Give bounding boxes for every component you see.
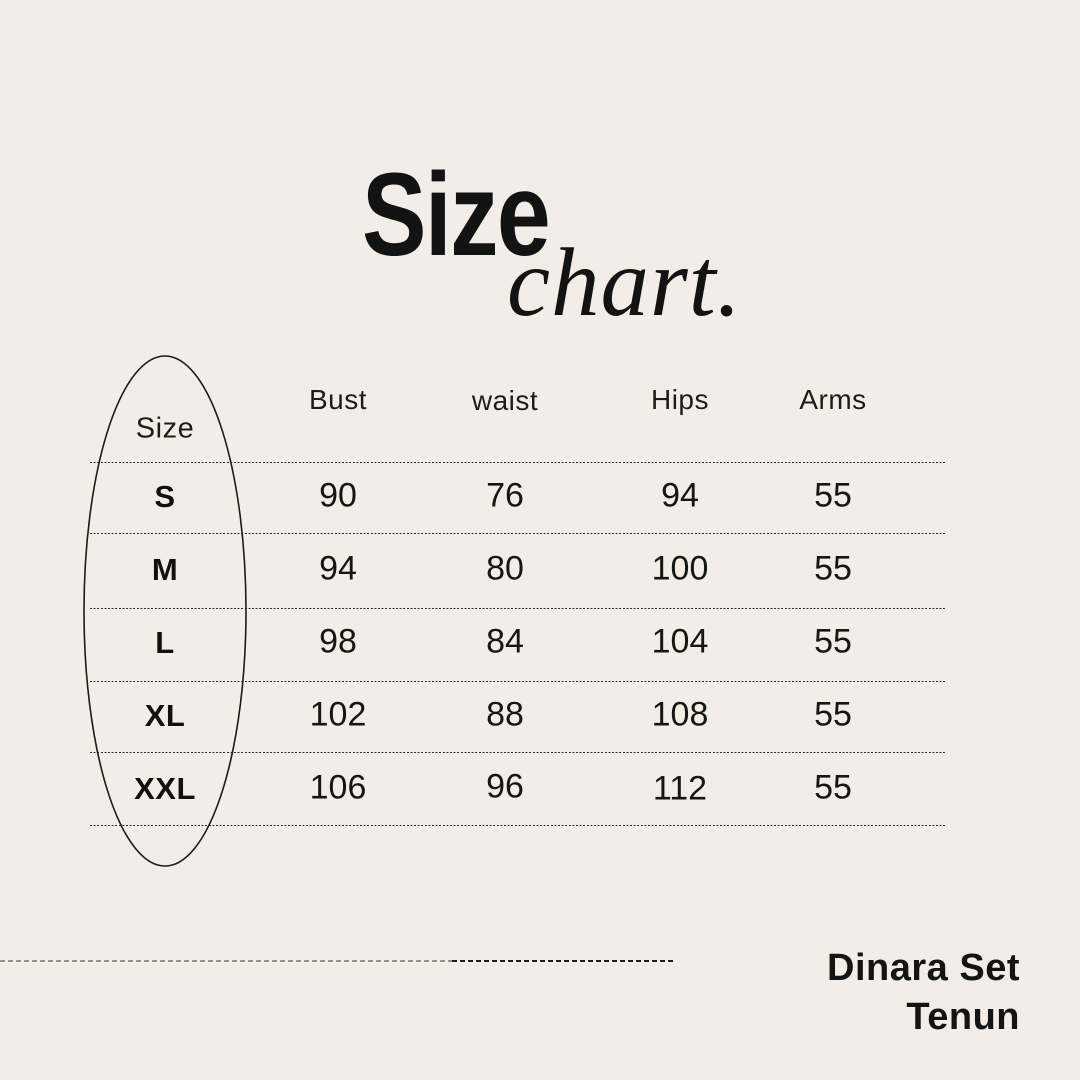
row-divider <box>90 462 945 463</box>
row-l-bust: 98 <box>319 622 357 661</box>
row-xl-label: XL <box>144 698 186 733</box>
row-m-label: M <box>151 552 179 587</box>
row-s-hips: 94 <box>661 476 699 515</box>
row-divider <box>90 608 945 609</box>
row-divider <box>90 752 945 753</box>
row-xxl-hips: 112 <box>652 769 708 808</box>
row-l-label: L <box>155 625 175 660</box>
row-xl-arms: 55 <box>814 695 852 734</box>
row-m-hips: 100 <box>651 549 709 588</box>
row-divider <box>90 681 945 682</box>
row-s-waist: 76 <box>486 476 524 515</box>
row-l-arms: 55 <box>814 622 852 661</box>
row-s-arms: 55 <box>814 476 852 515</box>
row-s-label: S <box>154 479 176 514</box>
column-header-arms: Arms <box>799 384 867 415</box>
row-s-bust: 90 <box>319 476 357 515</box>
row-m-arms: 55 <box>814 549 852 588</box>
page-title-script: chart. <box>507 229 743 336</box>
column-header-waist: waist <box>471 385 539 416</box>
page-title: Size <box>362 149 551 281</box>
row-xl-hips: 108 <box>651 695 709 734</box>
row-l-hips: 104 <box>651 622 709 661</box>
row-xxl-waist: 96 <box>486 767 524 806</box>
column-header-hips: Hips <box>650 384 710 415</box>
row-m-bust: 94 <box>319 549 357 588</box>
row-xxl-label: XXL <box>134 771 196 806</box>
row-l-waist: 84 <box>486 622 524 661</box>
row-m-waist: 80 <box>486 549 524 588</box>
product-name-block: Dinara Set Tenun <box>827 944 1020 1042</box>
row-divider <box>90 825 945 826</box>
product-variant: Tenun <box>906 996 1020 1038</box>
product-name: Dinara Set <box>827 947 1020 989</box>
bottom-dashed-line-right <box>452 960 676 962</box>
column-header-bust: Bust <box>308 384 368 415</box>
row-divider <box>90 533 945 534</box>
row-xl-bust: 102 <box>309 695 367 734</box>
row-xl-waist: 88 <box>486 695 524 734</box>
row-xxl-arms: 55 <box>814 768 852 807</box>
row-xxl-bust: 106 <box>309 768 367 807</box>
column-header-size: Size <box>135 412 195 445</box>
bottom-dashed-line-left <box>0 960 452 962</box>
